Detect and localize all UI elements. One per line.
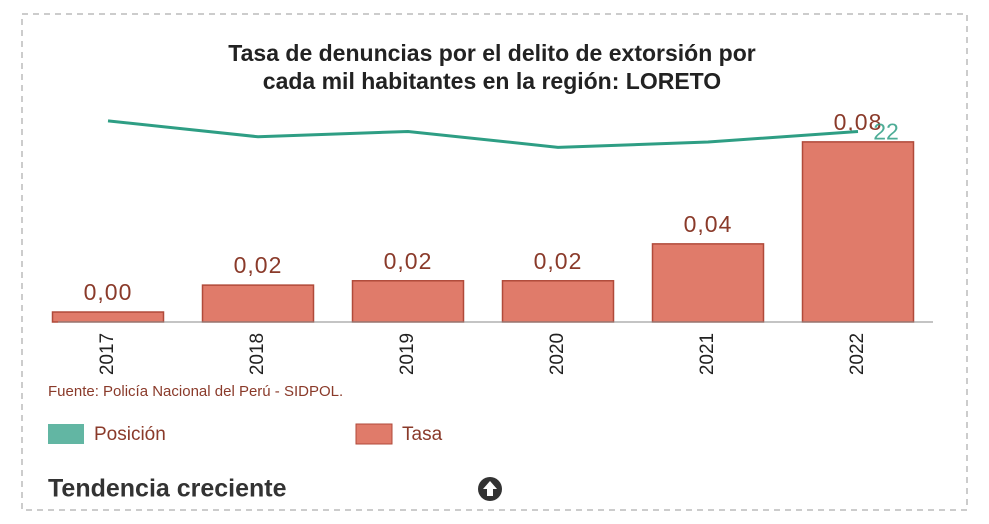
x-tick-label: 2021 — [697, 333, 718, 375]
legend-label: Posición — [94, 424, 166, 445]
trend-icon — [478, 477, 502, 501]
data-label: 0,02 — [384, 248, 433, 274]
data-label: 0,04 — [684, 211, 733, 237]
bar — [801, 141, 915, 323]
bar — [351, 280, 465, 323]
data-label: 0,02 — [234, 252, 283, 278]
data-label: 0,00 — [84, 279, 133, 305]
bar — [201, 284, 315, 323]
chart-title: Tasa de denuncias por el delito de extor… — [228, 40, 755, 66]
bar — [651, 243, 765, 323]
bar — [501, 280, 615, 323]
line-series — [107, 119, 859, 149]
legend-swatch — [48, 424, 84, 444]
legend-swatch — [355, 423, 393, 445]
x-tick-label: 2018 — [247, 333, 268, 375]
line-end-label: 22 — [873, 119, 899, 145]
data-label: 0,02 — [534, 248, 583, 274]
chart-title: cada mil habitantes en la región: LORETO — [263, 68, 721, 94]
source-note: Fuente: Policía Nacional del Perú - SIDP… — [48, 383, 343, 400]
bar — [51, 311, 165, 323]
trend-text: Tendencia creciente — [48, 475, 287, 503]
x-tick-label: 2017 — [97, 333, 118, 375]
x-tick-label: 2019 — [397, 333, 418, 375]
x-tick-label: 2020 — [547, 333, 568, 375]
legend-label: Tasa — [402, 424, 443, 445]
x-tick-label: 2022 — [847, 333, 868, 375]
